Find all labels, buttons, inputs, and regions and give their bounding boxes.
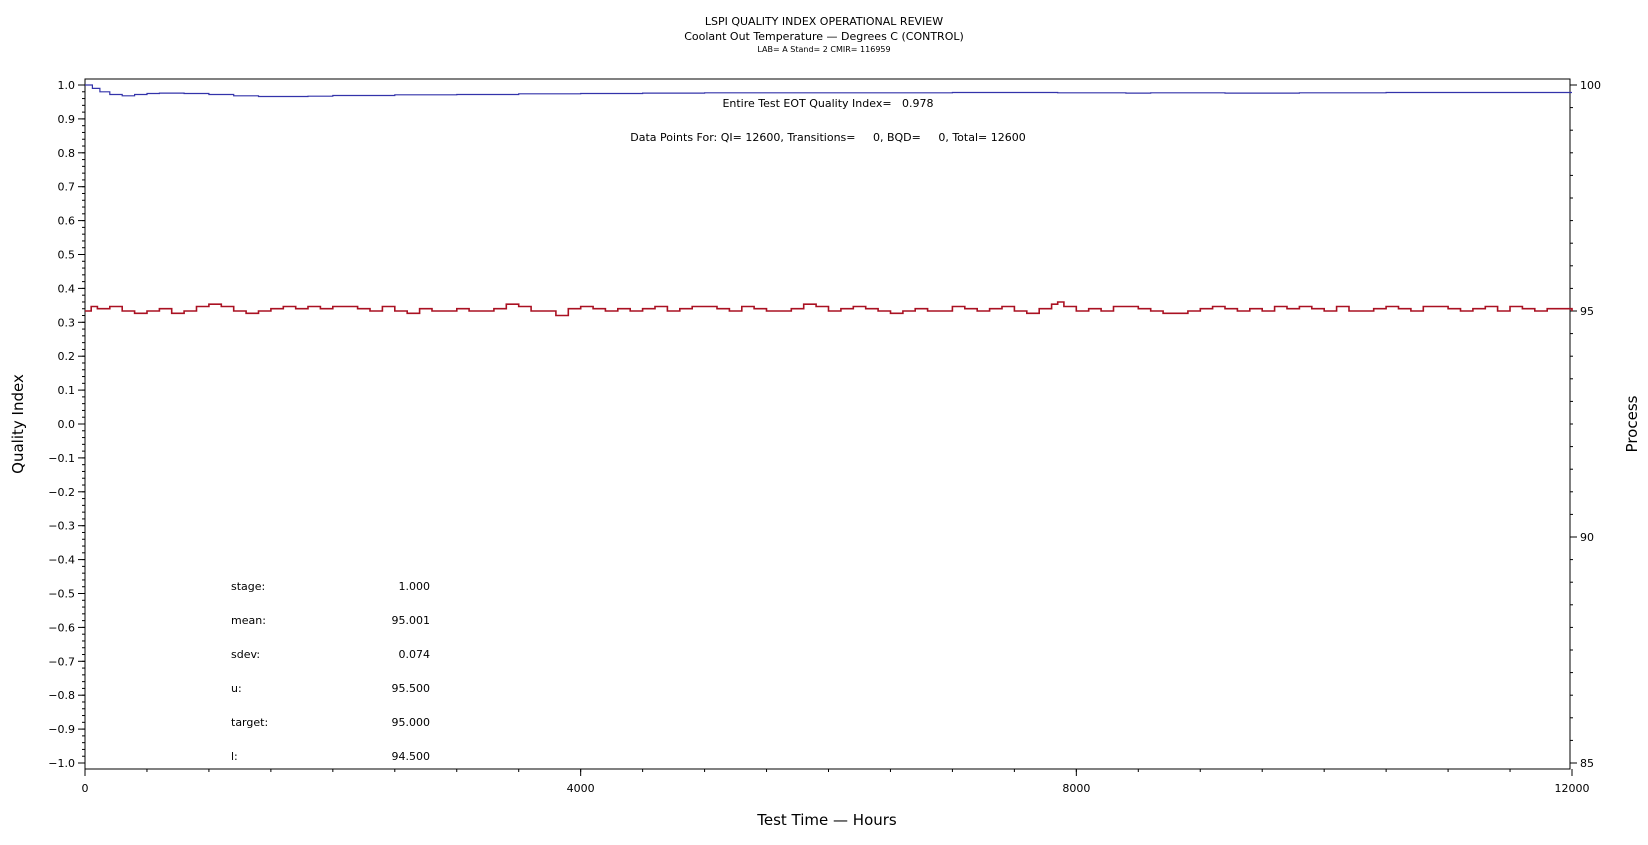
y-axis-left: 1.0 0.9 0.8 0.7 0.6 0.5 0.4 0.3 0.2 0.1 0.0 −0.1 −0.… [48,79,85,770]
stat-value: 0.074 [399,648,431,661]
x-tick-label: 0 [82,782,89,795]
y-tick-label: 0.2 [58,350,76,363]
x-axis-label: Test Time — Hours [756,811,897,829]
y-tick-label: −0.2 [48,486,75,499]
y-tick-label: −0.8 [48,689,75,702]
stat-value: 95.500 [392,682,431,695]
y-tick-label: −0.1 [48,452,75,465]
chart-title: LSPI QUALITY INDEX OPERATIONAL REVIEW [705,15,943,28]
stat-label: l: [231,750,238,763]
y-tick-label: −0.7 [48,655,75,668]
y-tick-label: 0.9 [58,113,76,126]
y-tick-label: 0.7 [58,181,76,194]
qi-summary-annotation: Entire Test EOT Quality Index= 0.978 [722,97,933,110]
stat-label: u: [231,682,242,695]
stat-label: target: [231,716,268,729]
y-tick-label: 0.0 [58,418,76,431]
y-tick-label: 0.5 [58,249,76,262]
stat-value: 95.000 [392,716,431,729]
y-axis-right: 100 95 90 85 [1570,79,1601,770]
y2-tick-label: 95 [1580,305,1594,318]
stats-block: stage: 1.000 mean: 95.001 sdev: 0.074 u: 95.500… [231,580,430,763]
stat-label: mean: [231,614,266,627]
x-axis: 0 4000 8000 12000 [82,769,1590,795]
stat-value: 1.000 [399,580,431,593]
data-points-annotation: Data Points For: QI= 12600, Transitions=… [630,131,1025,144]
y-tick-label: 0.4 [58,282,76,295]
plot-area-frame [84,78,1571,770]
y-tick-label: −0.5 [48,588,75,601]
y-tick-label: 0.3 [58,316,76,329]
y-tick-label: 1.0 [58,79,76,92]
y-tick-label: −0.9 [48,723,75,736]
y2-tick-label: 85 [1580,757,1594,770]
process-series-line [85,301,1573,317]
stat-label: stage: [231,580,265,593]
y-tick-label: −0.6 [48,621,75,634]
y-axis-label: Quality Index [9,374,27,474]
chart-subtitle: Coolant Out Temperature — Degrees C (CON… [684,30,964,43]
chart-titles: LSPI QUALITY INDEX OPERATIONAL REVIEW Co… [684,15,964,54]
y-tick-label: 0.1 [58,384,76,397]
x-tick-label: 8000 [1062,782,1090,795]
series-group [85,84,1573,317]
x-tick-label: 12000 [1555,782,1590,795]
stat-value: 94.500 [392,750,431,763]
y2-tick-label: 90 [1580,531,1594,544]
y-tick-label: 0.6 [58,215,76,228]
stat-value: 95.001 [392,614,431,627]
y-tick-label: −1.0 [48,757,75,770]
stat-label: sdev: [231,648,260,661]
y-tick-label: −0.4 [48,554,75,567]
y-tick-label: 0.8 [58,147,76,160]
y2-axis-label: Process [1623,395,1641,452]
y2-tick-label: 100 [1580,79,1601,92]
y-tick-label: −0.3 [48,520,75,533]
quality-index-series-line [85,84,1572,98]
chart-subtitle-lab: LAB= A Stand= 2 CMIR= 116959 [757,45,890,54]
x-tick-label: 4000 [567,782,595,795]
